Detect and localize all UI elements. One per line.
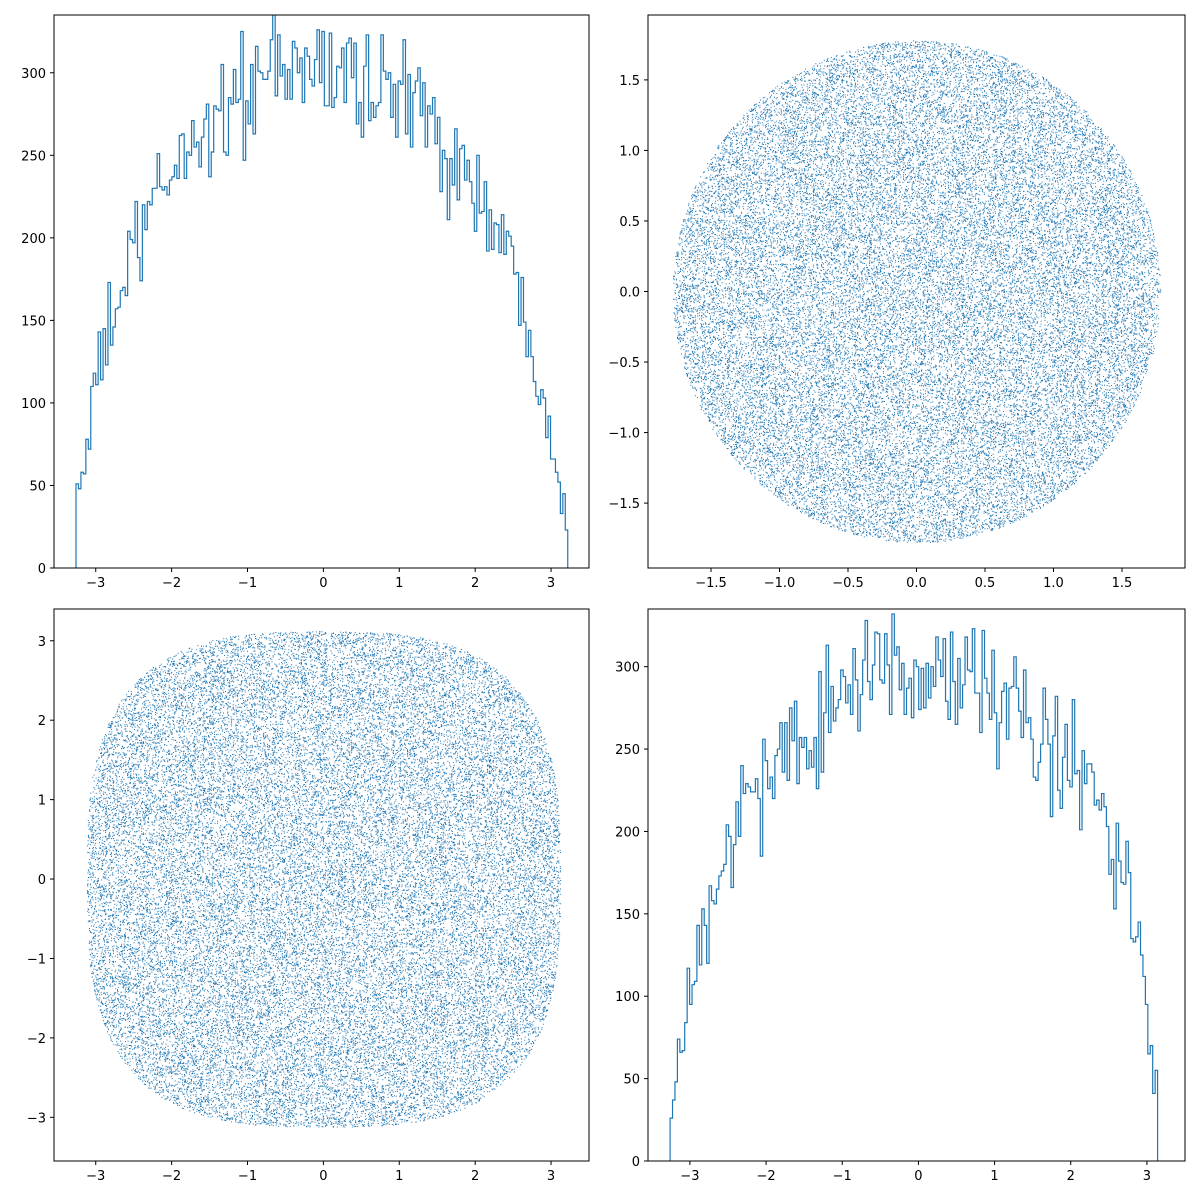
- x-tick-label: −1: [833, 1169, 852, 1184]
- x-tick-label: 3: [1143, 1169, 1151, 1184]
- axes-top-right: −1.5 −1.0 −0.5 0.0 0.5 1.0 1.5 −1.5 −1.0 −0.5 0.0 0…: [608, 14, 1186, 591]
- axes-frame: [53, 608, 590, 1162]
- y-tick-label: −1: [27, 952, 46, 967]
- x-tick-label: 0: [914, 1169, 922, 1184]
- y-tick-label: 250: [21, 149, 46, 164]
- y-tick-label: 50: [29, 479, 46, 494]
- y-tick-label: 300: [21, 67, 46, 82]
- x-tick-label: −2: [162, 576, 181, 591]
- scatter-points: [86, 631, 562, 1128]
- y-tick-label: 2: [38, 714, 46, 729]
- x-tick-label: 0.5: [975, 576, 996, 591]
- plot-area: [86, 631, 562, 1128]
- x-tick-label: −1: [238, 576, 257, 591]
- x-tick-label: 1.0: [1043, 576, 1064, 591]
- y-tick-label: 200: [615, 825, 640, 840]
- y-tick-label: 0: [632, 1155, 640, 1170]
- x-tick-label: −2: [162, 1169, 181, 1184]
- axes-bottom-right: −3 −2 −1 0 1 2 3 0 50 100 150 200 250 300: [615, 608, 1186, 1184]
- y-tick-label: 0: [38, 873, 46, 888]
- x-tick-label: 1: [990, 1169, 998, 1184]
- axes-frame: [53, 14, 590, 569]
- x-tick-label: 2: [471, 1169, 479, 1184]
- y-tick-label: −0.5: [608, 356, 640, 371]
- y-tick-label: 1.0: [619, 144, 640, 159]
- histogram-step: [75, 15, 569, 568]
- axes-frame: [647, 608, 1186, 1162]
- x-tick-label: −2: [756, 1169, 775, 1184]
- x-tick-label: 0.0: [906, 576, 927, 591]
- histogram-step: [669, 613, 1159, 1161]
- y-tick-label: 1.5: [619, 74, 640, 89]
- x-tick-label: 0: [319, 1169, 327, 1184]
- axes-bottom-left: −3 −2 −1 0 1 2 3 −3 −2 −1 0 1 2 3: [27, 608, 590, 1184]
- x-tick-label: −1.0: [764, 576, 796, 591]
- y-tick-label: 50: [623, 1073, 640, 1088]
- y-tick-label: 150: [615, 908, 640, 923]
- y-tick-label: −1.0: [608, 427, 640, 442]
- axes-top-left: −3 −2 −1 0 1 2 3 0 50 100 150 200 250 300: [21, 14, 590, 591]
- y-tick-label: 0: [38, 562, 46, 577]
- x-tick-label: 2: [1067, 1169, 1075, 1184]
- x-tick-label: −1: [238, 1169, 257, 1184]
- x-tick-label: 3: [547, 1169, 555, 1184]
- y-tick-label: −2: [27, 1032, 46, 1047]
- x-tick-label: 1: [395, 1169, 403, 1184]
- y-tick-label: 3: [38, 635, 46, 650]
- x-tick-label: 1.5: [1112, 576, 1133, 591]
- x-tick-label: −0.5: [832, 576, 864, 591]
- y-tick-label: 100: [21, 397, 46, 412]
- x-tick-label: 0: [319, 576, 327, 591]
- x-tick-label: 1: [395, 576, 403, 591]
- y-tick-label: 100: [615, 990, 640, 1005]
- x-tick-label: 3: [547, 576, 555, 591]
- x-tick-label: 2: [471, 576, 479, 591]
- plot-area: [669, 613, 1159, 1161]
- y-tick-label: 0.5: [619, 215, 640, 230]
- plot-area: [75, 15, 569, 568]
- x-tick-label: −1.5: [695, 576, 727, 591]
- y-tick-label: 200: [21, 232, 46, 247]
- y-tick-label: 300: [615, 661, 640, 676]
- y-tick-label: 1: [38, 794, 46, 809]
- x-tick-label: −3: [86, 1169, 105, 1184]
- y-tick-label: 150: [21, 314, 46, 329]
- y-tick-label: −3: [27, 1111, 46, 1126]
- x-tick-label: −3: [86, 576, 105, 591]
- y-tick-label: 0.0: [619, 286, 640, 301]
- x-tick-label: −3: [680, 1169, 699, 1184]
- y-tick-label: 250: [615, 743, 640, 758]
- y-tick-label: −1.5: [608, 497, 640, 512]
